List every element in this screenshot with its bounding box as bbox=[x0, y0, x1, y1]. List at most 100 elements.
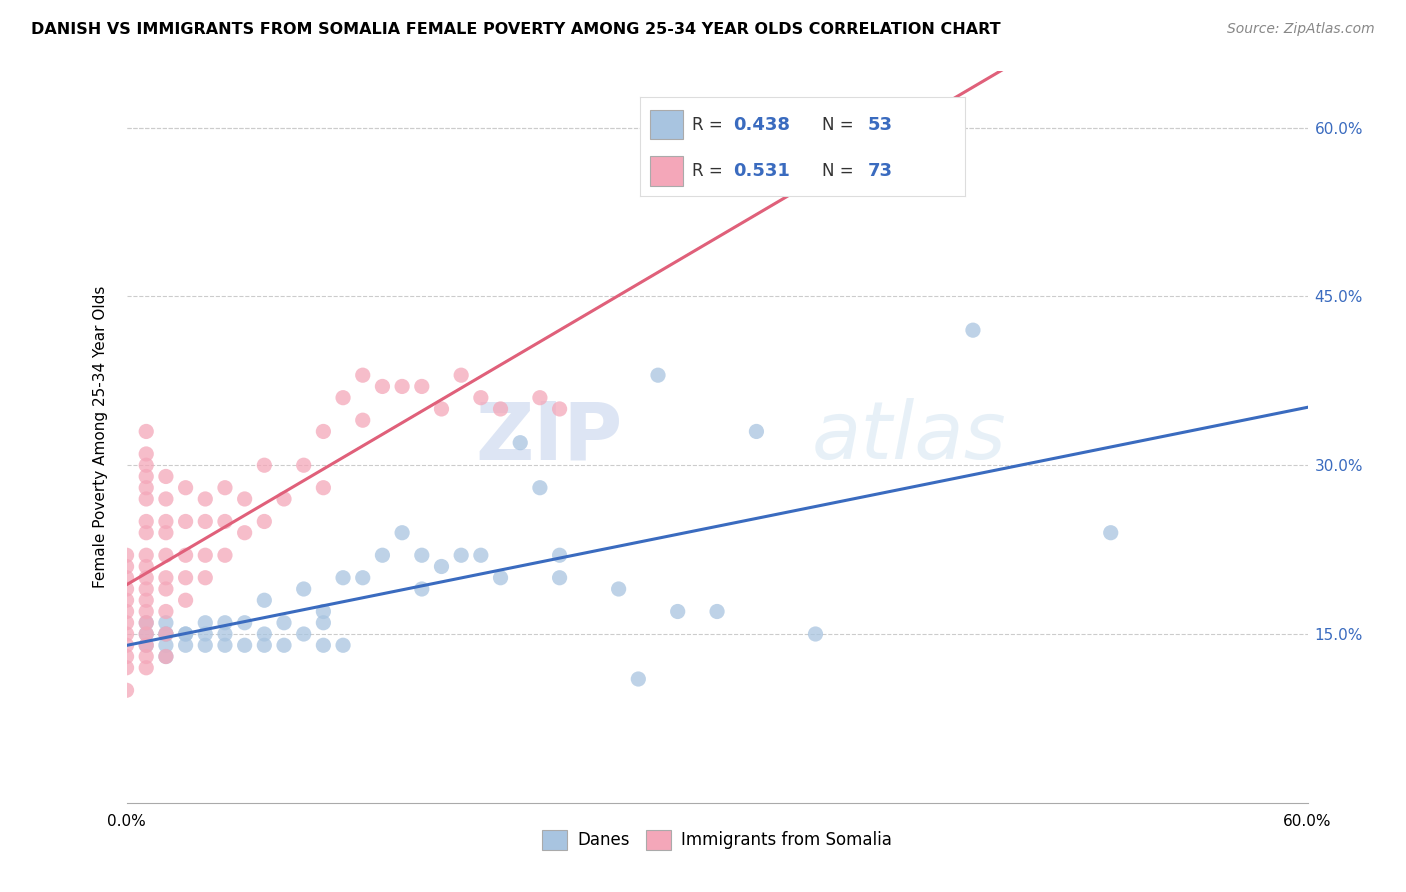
Point bbox=[155, 525, 177, 540]
Point bbox=[312, 638, 335, 652]
Point bbox=[115, 683, 138, 698]
Point bbox=[115, 582, 138, 596]
Point bbox=[1099, 525, 1122, 540]
Point bbox=[352, 368, 374, 383]
Point bbox=[332, 391, 354, 405]
Point bbox=[135, 481, 157, 495]
Legend: Danes, Immigrants from Somalia: Danes, Immigrants from Somalia bbox=[536, 823, 898, 856]
Point bbox=[174, 638, 197, 652]
Y-axis label: Female Poverty Among 25-34 Year Olds: Female Poverty Among 25-34 Year Olds bbox=[93, 286, 108, 588]
Point bbox=[155, 582, 177, 596]
Point bbox=[371, 548, 394, 562]
Point bbox=[332, 571, 354, 585]
Point bbox=[214, 638, 236, 652]
Point bbox=[647, 368, 669, 383]
Point bbox=[627, 672, 650, 686]
Point bbox=[548, 571, 571, 585]
Point bbox=[135, 491, 157, 506]
Point bbox=[430, 401, 453, 416]
Point bbox=[509, 435, 531, 450]
Point bbox=[529, 391, 551, 405]
Point bbox=[194, 491, 217, 506]
Point bbox=[352, 413, 374, 427]
Point bbox=[804, 627, 827, 641]
Point bbox=[312, 615, 335, 630]
Point bbox=[135, 605, 157, 619]
Point bbox=[115, 593, 138, 607]
Text: atlas: atlas bbox=[811, 398, 1007, 476]
Point bbox=[115, 548, 138, 562]
Point bbox=[135, 661, 157, 675]
Point bbox=[548, 548, 571, 562]
Point bbox=[194, 627, 217, 641]
Point bbox=[155, 627, 177, 641]
Point bbox=[371, 379, 394, 393]
Point bbox=[135, 638, 157, 652]
Point bbox=[155, 548, 177, 562]
Point bbox=[529, 481, 551, 495]
Point bbox=[155, 627, 177, 641]
Point bbox=[489, 571, 512, 585]
Point bbox=[253, 515, 276, 529]
Point bbox=[155, 638, 177, 652]
Point bbox=[745, 425, 768, 439]
Point bbox=[115, 638, 138, 652]
Point bbox=[155, 515, 177, 529]
Point bbox=[135, 458, 157, 473]
Point bbox=[607, 582, 630, 596]
Point bbox=[174, 627, 197, 641]
Point bbox=[115, 649, 138, 664]
Point bbox=[706, 605, 728, 619]
Point bbox=[391, 525, 413, 540]
Point bbox=[312, 605, 335, 619]
Point bbox=[194, 615, 217, 630]
Point bbox=[214, 627, 236, 641]
Text: ZIP: ZIP bbox=[475, 398, 623, 476]
Point bbox=[155, 571, 177, 585]
Point bbox=[292, 627, 315, 641]
Point bbox=[135, 571, 157, 585]
Point bbox=[194, 638, 217, 652]
Point bbox=[135, 582, 157, 596]
Point bbox=[411, 582, 433, 596]
Point bbox=[194, 571, 217, 585]
Point bbox=[470, 391, 492, 405]
Point bbox=[135, 425, 157, 439]
Point bbox=[135, 627, 157, 641]
Point bbox=[135, 627, 157, 641]
Point bbox=[194, 515, 217, 529]
Point bbox=[214, 481, 236, 495]
Point bbox=[135, 615, 157, 630]
Point bbox=[214, 515, 236, 529]
Text: Source: ZipAtlas.com: Source: ZipAtlas.com bbox=[1227, 22, 1375, 37]
Point bbox=[214, 548, 236, 562]
Point bbox=[135, 638, 157, 652]
Point bbox=[292, 458, 315, 473]
Point bbox=[115, 605, 138, 619]
Point bbox=[332, 638, 354, 652]
Point bbox=[135, 559, 157, 574]
Point bbox=[115, 559, 138, 574]
Point bbox=[174, 593, 197, 607]
Point bbox=[312, 481, 335, 495]
Point bbox=[233, 491, 256, 506]
Point bbox=[135, 525, 157, 540]
Point bbox=[174, 481, 197, 495]
Point bbox=[135, 593, 157, 607]
Point bbox=[233, 615, 256, 630]
Point bbox=[411, 548, 433, 562]
Point bbox=[312, 425, 335, 439]
Point bbox=[233, 525, 256, 540]
Point bbox=[155, 469, 177, 483]
Text: DANISH VS IMMIGRANTS FROM SOMALIA FEMALE POVERTY AMONG 25-34 YEAR OLDS CORRELATI: DANISH VS IMMIGRANTS FROM SOMALIA FEMALE… bbox=[31, 22, 1001, 37]
Point bbox=[135, 469, 157, 483]
Point bbox=[115, 627, 138, 641]
Point bbox=[253, 593, 276, 607]
Point bbox=[135, 615, 157, 630]
Point bbox=[174, 548, 197, 562]
Point bbox=[115, 571, 138, 585]
Point bbox=[155, 649, 177, 664]
Point bbox=[174, 515, 197, 529]
Point bbox=[450, 368, 472, 383]
Point bbox=[135, 515, 157, 529]
